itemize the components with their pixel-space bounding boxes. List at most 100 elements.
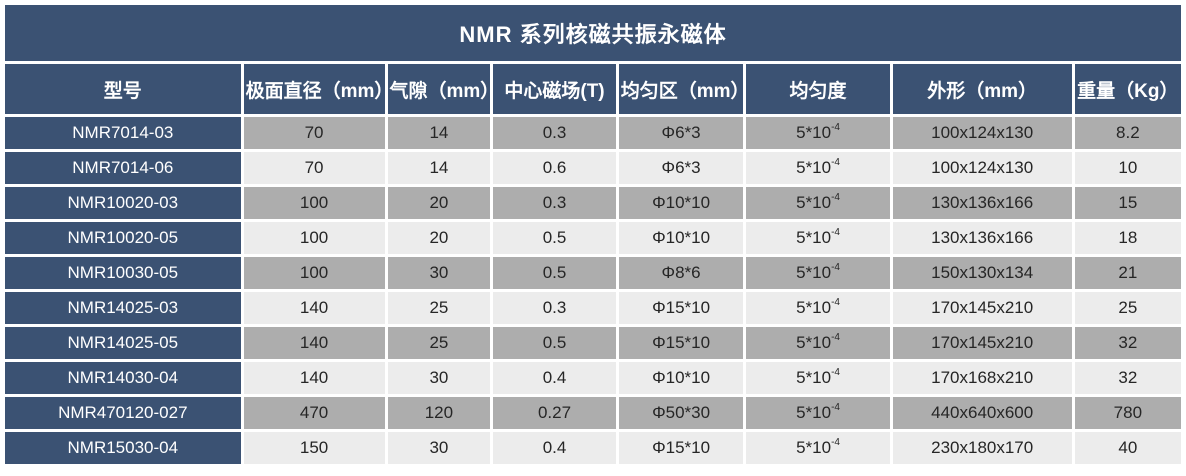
cell-pole-diameter: 70: [243, 152, 385, 184]
cell-pole-diameter: 100: [243, 222, 385, 254]
table-row: NMR15030-04 150 30 0.4 Φ15*10 5*10-4 230…: [5, 432, 1181, 464]
cell-uniformity: 5*10-4: [746, 362, 890, 394]
uniformity-exponent: -4: [831, 122, 840, 134]
col-header-uniformity: 均匀度: [746, 64, 890, 114]
uniformity-exponent: -4: [831, 192, 840, 204]
col-header-model: 型号: [5, 64, 241, 114]
cell-dimensions: 170x168x210: [892, 362, 1072, 394]
table-row: NMR10020-03 100 20 0.3 Φ10*10 5*10-4 130…: [5, 187, 1181, 219]
cell-center-field: 0.27: [493, 397, 616, 429]
cell-center-field: 0.3: [493, 187, 616, 219]
cell-air-gap: 25: [387, 292, 491, 324]
uniformity-exponent: -4: [831, 437, 840, 449]
cell-uniform-region: Φ6*3: [618, 152, 744, 184]
cell-air-gap: 30: [387, 257, 491, 289]
cell-pole-diameter: 140: [243, 292, 385, 324]
cell-center-field: 0.6: [493, 152, 616, 184]
col-header-uniform-region: 均匀区（mm）: [618, 64, 744, 114]
cell-model: NMR14030-04: [5, 362, 241, 394]
uniformity-base: 5*10: [796, 298, 832, 317]
table-row: NMR14025-03 140 25 0.3 Φ15*10 5*10-4 170…: [5, 292, 1181, 324]
cell-uniformity: 5*10-4: [746, 187, 890, 219]
cell-weight: 10: [1074, 152, 1181, 184]
cell-dimensions: 170x145x210: [892, 292, 1072, 324]
cell-dimensions: 100x124x130: [892, 152, 1072, 184]
cell-uniform-region: Φ15*10: [618, 327, 744, 359]
table-title: NMR 系列核磁共振永磁体: [5, 5, 1181, 61]
cell-uniformity: 5*10-4: [746, 432, 890, 464]
cell-weight: 25: [1074, 292, 1181, 324]
cell-air-gap: 20: [387, 222, 491, 254]
cell-weight: 15: [1074, 187, 1181, 219]
table-row: NMR10020-05 100 20 0.5 Φ10*10 5*10-4 130…: [5, 222, 1181, 254]
uniformity-base: 5*10: [796, 193, 832, 212]
cell-weight: 780: [1074, 397, 1181, 429]
cell-pole-diameter: 100: [243, 187, 385, 219]
uniformity-exponent: -4: [831, 367, 840, 379]
uniformity-exponent: -4: [831, 227, 840, 239]
cell-air-gap: 14: [387, 152, 491, 184]
title-row: NMR 系列核磁共振永磁体: [5, 5, 1181, 61]
uniformity-base: 5*10: [796, 368, 832, 387]
col-header-air-gap: 气隙（mm）: [387, 64, 491, 114]
cell-dimensions: 230x180x170: [892, 432, 1072, 464]
cell-model: NMR10020-05: [5, 222, 241, 254]
cell-weight: 8.2: [1074, 117, 1181, 149]
uniformity-exponent: -4: [831, 332, 840, 344]
nmr-spec-table: NMR 系列核磁共振永磁体 型号 极面直径（mm） 气隙（mm） 中心磁场(T)…: [2, 2, 1184, 467]
uniformity-exponent: -4: [831, 262, 840, 274]
cell-uniformity: 5*10-4: [746, 292, 890, 324]
cell-weight: 18: [1074, 222, 1181, 254]
cell-weight: 40: [1074, 432, 1181, 464]
col-header-pole-diameter: 极面直径（mm）: [243, 64, 385, 114]
cell-pole-diameter: 70: [243, 117, 385, 149]
cell-dimensions: 130x136x166: [892, 222, 1072, 254]
cell-center-field: 0.4: [493, 362, 616, 394]
uniformity-exponent: -4: [831, 297, 840, 309]
table-row: NMR10030-05 100 30 0.5 Φ8*6 5*10-4 150x1…: [5, 257, 1181, 289]
cell-uniform-region: Φ15*10: [618, 432, 744, 464]
cell-model: NMR14025-03: [5, 292, 241, 324]
uniformity-base: 5*10: [796, 403, 832, 422]
cell-weight: 32: [1074, 327, 1181, 359]
cell-center-field: 0.5: [493, 257, 616, 289]
cell-pole-diameter: 140: [243, 327, 385, 359]
cell-uniform-region: Φ10*10: [618, 362, 744, 394]
cell-uniform-region: Φ6*3: [618, 117, 744, 149]
cell-dimensions: 440x640x600: [892, 397, 1072, 429]
cell-uniformity: 5*10-4: [746, 152, 890, 184]
col-header-dimensions: 外形（mm）: [892, 64, 1072, 114]
table-row: NMR7014-03 70 14 0.3 Φ6*3 5*10-4 100x124…: [5, 117, 1181, 149]
cell-center-field: 0.3: [493, 117, 616, 149]
cell-dimensions: 150x130x134: [892, 257, 1072, 289]
cell-uniform-region: Φ10*10: [618, 222, 744, 254]
cell-model: NMR10030-05: [5, 257, 241, 289]
cell-model: NMR7014-06: [5, 152, 241, 184]
cell-uniformity: 5*10-4: [746, 327, 890, 359]
uniformity-base: 5*10: [796, 333, 832, 352]
table-row: NMR470120-027 470 120 0.27 Φ50*30 5*10-4…: [5, 397, 1181, 429]
cell-center-field: 0.3: [493, 292, 616, 324]
cell-model: NMR15030-04: [5, 432, 241, 464]
cell-uniform-region: Φ10*10: [618, 187, 744, 219]
cell-air-gap: 120: [387, 397, 491, 429]
cell-pole-diameter: 100: [243, 257, 385, 289]
cell-center-field: 0.5: [493, 222, 616, 254]
header-row: 型号 极面直径（mm） 气隙（mm） 中心磁场(T) 均匀区（mm） 均匀度 外…: [5, 64, 1181, 114]
cell-air-gap: 30: [387, 362, 491, 394]
cell-weight: 32: [1074, 362, 1181, 394]
table-row: NMR14025-05 140 25 0.5 Φ15*10 5*10-4 170…: [5, 327, 1181, 359]
col-header-weight: 重量（Kg）: [1074, 64, 1181, 114]
cell-model: NMR7014-03: [5, 117, 241, 149]
cell-air-gap: 20: [387, 187, 491, 219]
uniformity-base: 5*10: [796, 263, 832, 282]
uniformity-exponent: -4: [831, 402, 840, 414]
cell-uniformity: 5*10-4: [746, 257, 890, 289]
cell-dimensions: 130x136x166: [892, 187, 1072, 219]
cell-uniform-region: Φ50*30: [618, 397, 744, 429]
cell-center-field: 0.4: [493, 432, 616, 464]
cell-weight: 21: [1074, 257, 1181, 289]
cell-uniformity: 5*10-4: [746, 117, 890, 149]
cell-pole-diameter: 140: [243, 362, 385, 394]
